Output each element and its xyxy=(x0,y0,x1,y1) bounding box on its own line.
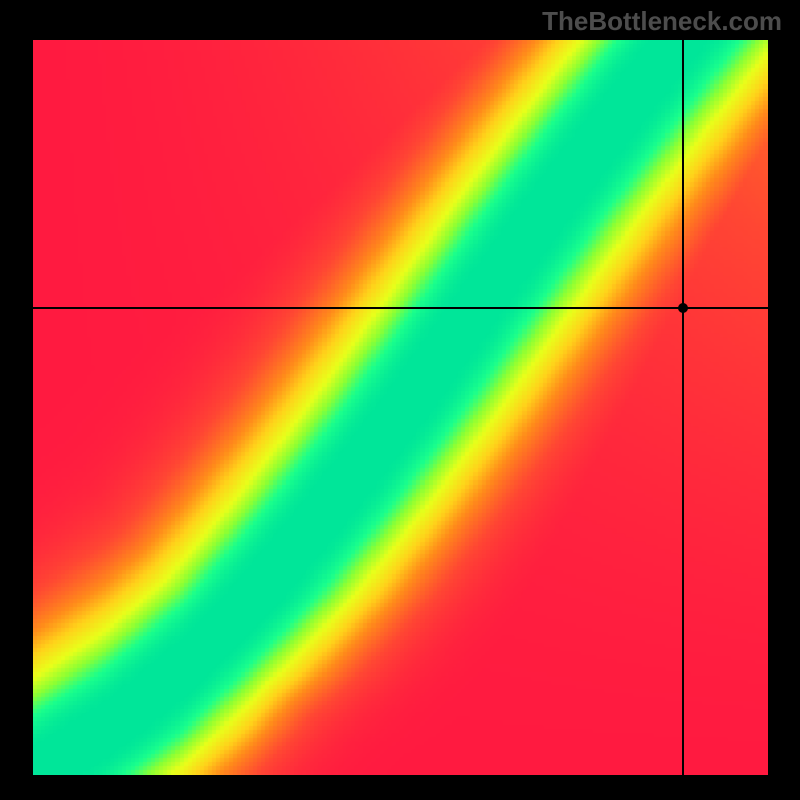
crosshair-marker xyxy=(678,303,688,313)
chart-container: TheBottleneck.com xyxy=(0,0,800,800)
plot-area xyxy=(33,40,768,775)
crosshair-horizontal xyxy=(33,307,768,309)
crosshair-vertical xyxy=(682,40,684,775)
heatmap-canvas xyxy=(33,40,768,775)
watermark-text: TheBottleneck.com xyxy=(542,6,782,37)
